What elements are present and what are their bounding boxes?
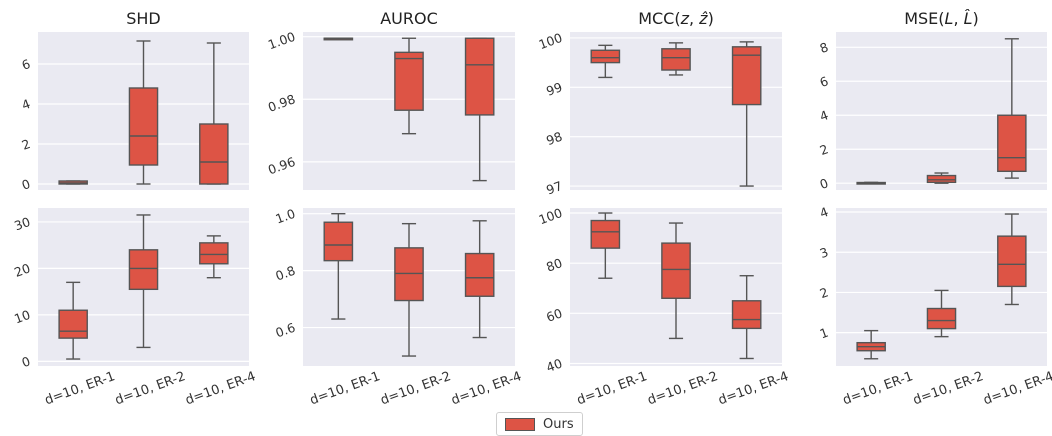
box-iqr	[395, 248, 423, 301]
x-tick-label: d=10, ER-1	[43, 369, 117, 408]
panel-title: MCC(z, ẑ)	[638, 9, 714, 28]
y-tick-label: 0	[20, 353, 33, 370]
panel-0-0: 0 2 4 6 SHD	[20, 9, 249, 193]
y-tick-label: 0.6	[273, 320, 297, 341]
box-iqr	[59, 310, 87, 338]
y-tick-label: 0	[818, 175, 831, 192]
box-iqr	[591, 221, 619, 249]
x-tick-label: d=10, ER-4	[449, 369, 523, 408]
y-tick-label: 100	[537, 205, 565, 227]
box-iqr	[466, 38, 494, 115]
box-iqr	[733, 301, 761, 329]
box-iqr	[129, 250, 157, 290]
y-tick-label: 98	[544, 129, 564, 149]
y-tick-label: 60	[544, 305, 564, 325]
legend-label: Ours	[543, 417, 574, 432]
panel-title: AUROC	[380, 9, 438, 28]
box-iqr	[591, 50, 619, 62]
y-tick-label: 99	[544, 79, 564, 99]
box-iqr	[200, 124, 228, 184]
panel-title: SHD	[126, 9, 161, 28]
box-iqr	[200, 243, 228, 264]
box-iqr	[927, 176, 955, 183]
y-tick-label: 0.98	[266, 91, 297, 115]
y-tick-label: 2	[20, 136, 33, 153]
x-tick-label: d=10, ER-2	[379, 369, 453, 408]
legend-swatch	[505, 418, 535, 431]
x-tick-label: d=10, ER-1	[575, 369, 649, 408]
box-iqr	[998, 236, 1026, 286]
x-tick-label: d=10, ER-4	[183, 369, 257, 408]
y-tick-label: 4	[20, 96, 33, 113]
x-tick-label: d=10, ER-1	[308, 369, 382, 408]
panel-0-2: 97 98 99 100 MCC(z, ẑ)	[537, 9, 782, 198]
y-tick-label: 6	[20, 56, 33, 73]
box-iqr	[395, 52, 423, 110]
x-tick-label: d=10, ER-2	[911, 369, 985, 408]
panel-1-3: 1 2 3 4 d=10, ER-1d=10, ER-2d=10, ER-4	[818, 204, 1052, 408]
box-iqr	[927, 309, 955, 329]
y-tick-label: 8	[818, 39, 831, 56]
box-iqr	[662, 49, 690, 70]
box-iqr	[324, 222, 352, 260]
y-tick-label: 80	[544, 255, 564, 275]
x-tick-label: d=10, ER-1	[841, 369, 915, 408]
panel-0-1: 0.96 0.98 1.00 AUROC	[266, 9, 515, 190]
x-tick-label: d=10, ER-4	[981, 369, 1052, 408]
panel-1-2: 40 60 80 100 d=10, ER-1d=10, ER-2d=10, ER-4	[537, 205, 791, 408]
y-tick-label: 0.8	[273, 263, 297, 284]
panel-1-1: 0.6 0.8 1.0 d=10, ER-1d=10, ER-2d=10, ER-4	[273, 206, 523, 409]
y-tick-label: 3	[818, 244, 831, 261]
panel-title: MSE(L, L̂)	[904, 9, 979, 28]
legend: Ours	[496, 412, 583, 436]
y-tick-label: 1.0	[273, 206, 297, 227]
y-tick-label: 2	[818, 141, 831, 158]
y-tick-label: 4	[818, 107, 831, 124]
panel-1-0: 0 10 20 30 d=10, ER-1d=10, ER-2d=10, ER-4	[12, 208, 258, 408]
y-tick-label: 40	[544, 355, 564, 375]
x-tick-label: d=10, ER-2	[646, 369, 720, 408]
box-iqr	[998, 115, 1026, 171]
panel-0-3: 0 2 4 6 8 MSE(L, L̂)	[818, 9, 1047, 192]
y-tick-label: 1.00	[266, 29, 297, 53]
y-tick-label: 6	[818, 73, 831, 90]
y-tick-label: 0	[20, 176, 33, 193]
box-iqr	[466, 254, 494, 297]
box-iqr	[662, 243, 690, 298]
box-1	[59, 181, 87, 184]
y-tick-label: 1	[818, 325, 831, 342]
y-tick-label: 30	[12, 214, 32, 234]
y-tick-label: 2	[818, 284, 831, 301]
y-tick-label: 97	[544, 178, 564, 198]
box-iqr	[129, 88, 157, 165]
box-1	[857, 182, 885, 184]
x-tick-label: d=10, ER-4	[716, 369, 790, 408]
box-1	[324, 38, 352, 40]
x-tick-label: d=10, ER-2	[113, 369, 187, 408]
y-tick-label: 10	[12, 307, 32, 327]
y-tick-label: 4	[818, 204, 831, 221]
y-tick-label: 0.96	[266, 154, 297, 178]
y-tick-label: 100	[537, 30, 565, 52]
y-tick-label: 20	[12, 260, 32, 280]
